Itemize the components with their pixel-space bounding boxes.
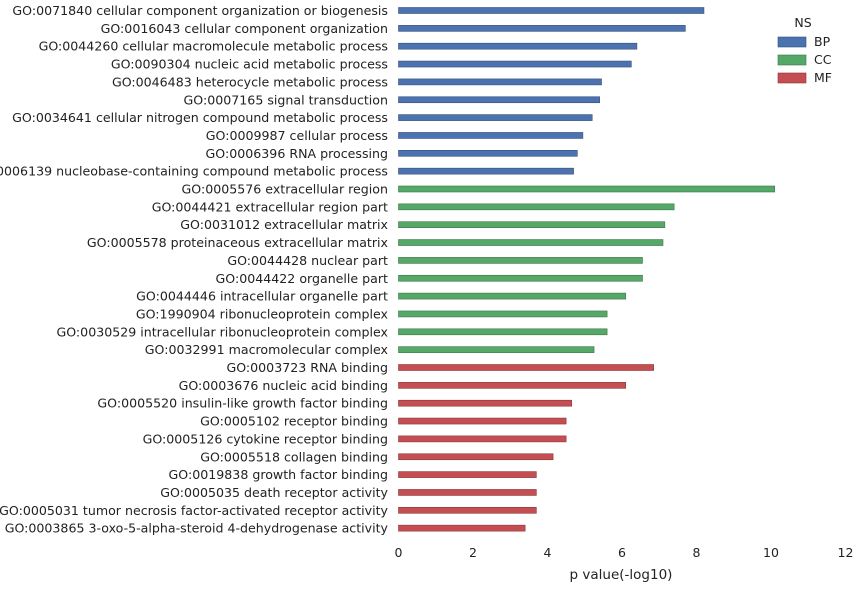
- x-tick-label: 0: [395, 545, 403, 560]
- legend-swatch-bp: [777, 36, 807, 48]
- x-tick-label: 8: [693, 545, 701, 560]
- bar-mf: [398, 364, 654, 371]
- bars-layer: [398, 7, 776, 532]
- bar-mf: [398, 435, 567, 443]
- category-labels: GO:0071840 cellular component organizati…: [0, 3, 389, 536]
- x-tick-label: 10: [763, 545, 779, 560]
- bar-mf: [398, 453, 554, 461]
- category-label: GO:0044446 intracellular organelle part: [136, 289, 388, 304]
- bar-cc: [398, 274, 643, 282]
- bar-mf: [398, 489, 537, 496]
- bar-cc: [398, 221, 666, 228]
- bar-bp: [398, 7, 705, 14]
- bar-mf: [398, 399, 573, 407]
- x-axis: 0 2 4 6 8 10 12: [395, 545, 854, 560]
- bar-bp: [398, 78, 602, 86]
- bar-mf: [398, 471, 537, 478]
- category-label: GO:0003865 3-oxo-5-alpha-steroid 4-dehyd…: [5, 521, 389, 536]
- category-label: GO:0016043 cellular component organizati…: [101, 21, 388, 36]
- x-axis-label: p value(-log10): [570, 567, 673, 583]
- bar-bp: [398, 132, 584, 139]
- category-label: GO:0044428 nuclear part: [227, 253, 388, 268]
- x-tick-label: 2: [469, 545, 477, 560]
- legend-swatch-mf: [777, 72, 807, 84]
- category-label: GO:0007165 signal transduction: [184, 92, 388, 107]
- bar-cc: [398, 185, 776, 193]
- category-label: GO:0071840 cellular component organizati…: [12, 3, 388, 18]
- x-tick-label: 4: [544, 545, 552, 560]
- category-label: GO:0005031 tumor necrosis factor-activat…: [0, 503, 389, 518]
- category-label: GO:0006139 nucleobase-containing compoun…: [0, 164, 388, 179]
- category-label: GO:0005035 death receptor activity: [160, 485, 388, 500]
- bar-cc: [398, 292, 627, 300]
- bar-cc: [398, 257, 643, 264]
- category-label: GO:0009987 cellular process: [206, 128, 388, 143]
- bar-bp: [398, 167, 574, 175]
- bar-cc: [398, 310, 608, 318]
- category-label: GO:0005102 receptor binding: [200, 414, 388, 429]
- legend-title: NS: [794, 15, 811, 30]
- category-label: GO:0005576 extracellular region: [182, 182, 388, 197]
- category-label: GO:0044260 cellular macromolecule metabo…: [39, 39, 388, 54]
- category-label: GO:0046483 heterocycle metabolic process: [112, 74, 388, 89]
- category-label: GO:0030529 intracellular ribonucleoprote…: [56, 324, 388, 339]
- bar-bp: [398, 114, 593, 121]
- bar-cc: [398, 346, 595, 353]
- category-label: GO:0044421 extracellular region part: [152, 199, 388, 214]
- legend-entry-label: CC: [814, 52, 832, 67]
- category-label: GO:0003723 RNA binding: [226, 360, 388, 375]
- category-label: GO:0031012 extracellular matrix: [180, 217, 388, 232]
- bar-cc: [398, 203, 675, 211]
- category-label: GO:0044422 organelle part: [216, 271, 389, 286]
- bar-bp: [398, 25, 686, 32]
- category-label: GO:0032991 macromolecular complex: [145, 342, 389, 357]
- bar-mf: [398, 524, 526, 532]
- bar-cc: [398, 328, 608, 336]
- category-label: GO:0005518 collagen binding: [200, 449, 388, 464]
- bar-cc: [398, 239, 664, 246]
- bar-bp: [398, 42, 638, 50]
- legend-entry-label: BP: [814, 34, 831, 49]
- legend-entry-label: MF: [814, 70, 832, 85]
- category-label: GO:0034641 cellular nitrogen compound me…: [12, 110, 388, 125]
- x-tick-label: 12: [838, 545, 854, 560]
- category-label: GO:0090304 nucleic acid metabolic proces…: [111, 57, 388, 72]
- category-label: GO:0019838 growth factor binding: [169, 467, 388, 482]
- category-label: GO:0005578 proteinaceous extracellular m…: [87, 235, 389, 250]
- legend-swatch-cc: [777, 54, 807, 66]
- bar-bp: [398, 96, 600, 104]
- category-label: GO:0003676 nucleic acid binding: [179, 378, 388, 393]
- bar-bp: [398, 60, 632, 68]
- x-tick-label: 6: [618, 545, 626, 560]
- category-label: GO:0006396 RNA processing: [206, 146, 388, 161]
- category-label: GO:1990904 ribonucleoprotein complex: [136, 306, 389, 321]
- bar-mf: [398, 382, 627, 389]
- bar-mf: [398, 506, 537, 514]
- category-label: GO:0005520 insulin-like growth factor bi…: [97, 396, 388, 411]
- category-label: GO:0005126 cytokine receptor binding: [143, 431, 388, 446]
- bar-mf: [398, 417, 567, 425]
- legend: NS BP CC MF: [777, 15, 832, 85]
- bar-bp: [398, 150, 578, 157]
